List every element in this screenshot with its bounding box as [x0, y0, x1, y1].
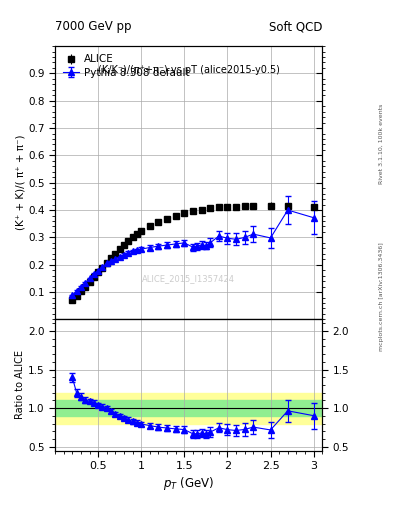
Text: Rivet 3.1.10, 100k events: Rivet 3.1.10, 100k events — [379, 103, 384, 183]
Y-axis label: Ratio to ALICE: Ratio to ALICE — [15, 351, 25, 419]
X-axis label: $p_T$ (GeV): $p_T$ (GeV) — [163, 475, 214, 492]
Legend: ALICE, Pythia 8.308 default: ALICE, Pythia 8.308 default — [60, 51, 193, 81]
Bar — [55, 393, 322, 423]
Text: ALICE_2015_I1357424: ALICE_2015_I1357424 — [142, 274, 235, 283]
Text: 7000 GeV pp: 7000 GeV pp — [55, 20, 132, 33]
Text: Soft QCD: Soft QCD — [269, 20, 322, 33]
Text: (K/K⁻)/(π⁺+π⁻) vs pT (alice2015-y0.5): (K/K⁻)/(π⁺+π⁻) vs pT (alice2015-y0.5) — [98, 65, 279, 75]
Y-axis label: (K⁺ + K)/( π⁺ + π⁻): (K⁺ + K)/( π⁺ + π⁻) — [15, 135, 25, 230]
Bar — [55, 400, 322, 416]
Text: mcplots.cern.ch [arXiv:1306.3436]: mcplots.cern.ch [arXiv:1306.3436] — [379, 243, 384, 351]
